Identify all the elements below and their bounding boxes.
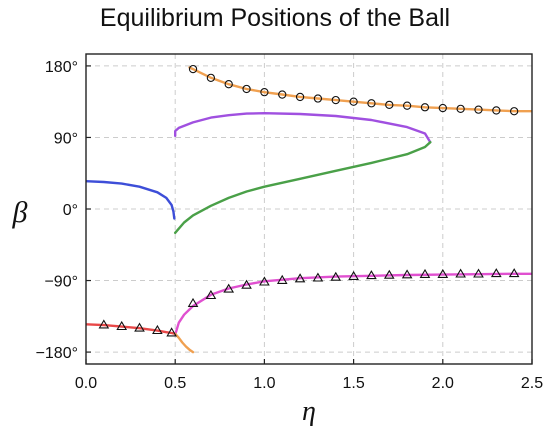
circle-marker [438, 103, 447, 113]
circle-marker [313, 94, 323, 103]
triangle-marker [223, 283, 235, 293]
circle-marker [224, 80, 233, 89]
triangle-marker [490, 268, 502, 278]
circle-marker [474, 105, 483, 114]
x-tick-label: 0.0 [75, 375, 97, 392]
triangle-marker [419, 268, 431, 278]
grid-layer [86, 54, 532, 364]
series-line-1 [188, 66, 532, 113]
triangle-marker [473, 268, 484, 278]
circle-marker [492, 106, 501, 115]
circle-marker [188, 64, 198, 74]
triangle-marker [187, 297, 199, 307]
triangle-marker [455, 268, 466, 278]
x-tick-label: 2.5 [521, 375, 543, 392]
triangle-marker [383, 269, 395, 279]
x-axis-label: η [302, 396, 316, 427]
y-tick-label: 180° [45, 59, 78, 76]
triangle-marker [152, 324, 163, 335]
triangle-marker [366, 270, 377, 280]
triangle-marker [241, 279, 252, 289]
y-axis-label: β [12, 196, 28, 229]
triangle-marker [330, 271, 342, 281]
triangle-marker [437, 268, 449, 278]
series-line-7 [174, 332, 195, 354]
marker-layer [98, 64, 520, 337]
circle-marker [367, 99, 376, 108]
circle-marker [295, 92, 305, 102]
circle-marker [402, 101, 412, 110]
circle-marker [349, 97, 358, 106]
triangle-marker [294, 273, 306, 283]
series-line-3 [174, 141, 432, 234]
circle-marker [206, 73, 216, 82]
x-tick-label: 1.0 [253, 375, 275, 392]
triangle-marker [116, 320, 128, 331]
tick-layer: 0.0 0.5 1.0 1.5 2.0 2.5 180° 90° 0° −90° −180° [36, 59, 544, 392]
circle-marker [456, 104, 465, 113]
circle-marker [385, 100, 394, 110]
y-tick-label: 0° [63, 202, 78, 219]
triangle-marker [508, 268, 520, 278]
circle-marker [278, 90, 287, 99]
y-tick-label: −90° [44, 274, 78, 291]
x-tick-label: 2.0 [432, 375, 454, 392]
triangle-marker [348, 270, 359, 280]
x-tick-label: 0.5 [164, 375, 186, 392]
triangle-marker [166, 327, 177, 337]
circle-marker [260, 88, 269, 97]
circle-marker [331, 95, 340, 105]
chart-title: Equilibrium Positions of the Ball [99, 4, 451, 32]
circle-marker [510, 107, 519, 116]
triangle-marker [205, 289, 217, 300]
series-line-2 [174, 112, 432, 144]
series-line-5 [174, 272, 532, 336]
triangle-marker [98, 319, 110, 329]
circle-marker [242, 84, 251, 94]
series-line-4 [86, 180, 176, 220]
y-tick-label: −180° [36, 345, 78, 362]
series-line-6 [86, 323, 177, 335]
triangle-marker [401, 269, 413, 279]
triangle-marker [134, 322, 145, 332]
series-layer [86, 66, 532, 354]
x-tick-label: 1.5 [342, 375, 364, 392]
triangle-marker [259, 276, 270, 286]
triangle-marker [312, 272, 324, 282]
triangle-marker [276, 274, 288, 284]
circle-marker [420, 103, 430, 112]
y-tick-label: 90° [54, 130, 78, 147]
